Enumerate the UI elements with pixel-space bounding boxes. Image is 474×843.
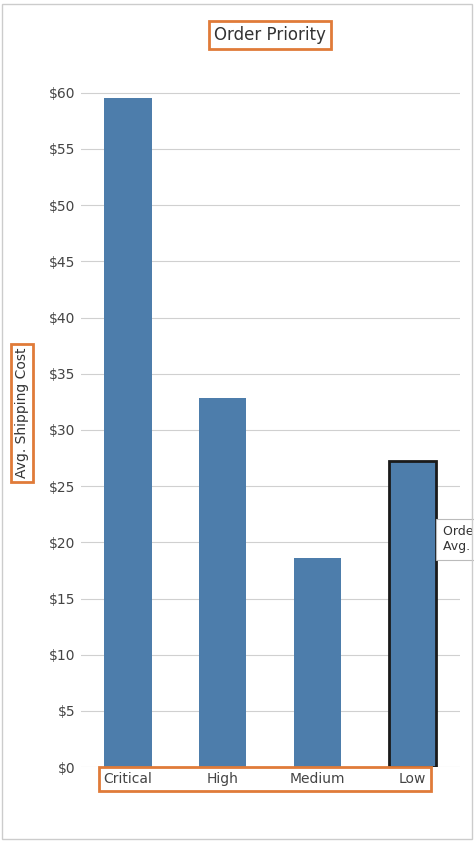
Bar [389,461,436,767]
Text: Avg. Shipping Cost: Avg. Shipping Cost [15,348,29,478]
Bar [199,399,246,767]
Bar [294,558,341,767]
Bar [104,99,152,767]
Text: Order Priority:      Low
Avg. Shipping Cost: $27: Order Priority: Low Avg. Shipping Cost: … [443,525,474,554]
Title: Order Priority: Order Priority [214,25,326,44]
